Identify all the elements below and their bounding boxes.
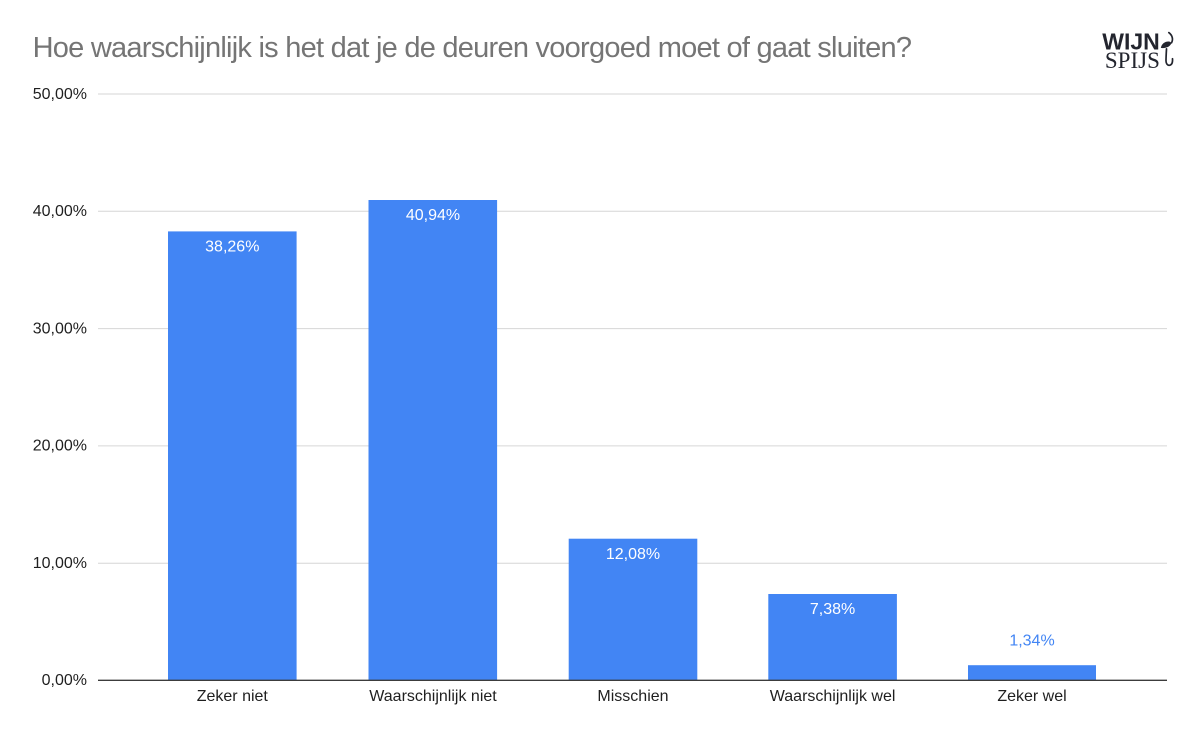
svg-text:Misschien: Misschien bbox=[597, 688, 668, 705]
svg-text:40,00%: 40,00% bbox=[33, 203, 87, 220]
svg-text:30,00%: 30,00% bbox=[33, 320, 87, 337]
svg-text:40,94%: 40,94% bbox=[406, 207, 460, 224]
svg-text:SPIJS: SPIJS bbox=[1105, 48, 1160, 73]
svg-text:Zeker niet: Zeker niet bbox=[197, 688, 269, 705]
svg-text:Waarschijnlijk wel: Waarschijnlijk wel bbox=[770, 688, 896, 705]
svg-text:7,38%: 7,38% bbox=[810, 601, 855, 618]
svg-text:Hoe waarschijnlijk is het dat: Hoe waarschijnlijk is het dat je de deur… bbox=[33, 32, 912, 64]
svg-text:1,34%: 1,34% bbox=[1009, 632, 1054, 649]
svg-text:20,00%: 20,00% bbox=[33, 438, 87, 455]
svg-text:38,26%: 38,26% bbox=[205, 239, 259, 256]
svg-text:10,00%: 10,00% bbox=[33, 555, 87, 572]
svg-text:WIJN: WIJN bbox=[1102, 28, 1160, 54]
svg-text:Waarschijnlijk niet: Waarschijnlijk niet bbox=[369, 688, 497, 705]
svg-text:50,00%: 50,00% bbox=[33, 86, 87, 103]
svg-text:0,00%: 0,00% bbox=[42, 672, 87, 689]
svg-text:Zeker wel: Zeker wel bbox=[997, 688, 1066, 705]
svg-text:12,08%: 12,08% bbox=[606, 546, 660, 563]
